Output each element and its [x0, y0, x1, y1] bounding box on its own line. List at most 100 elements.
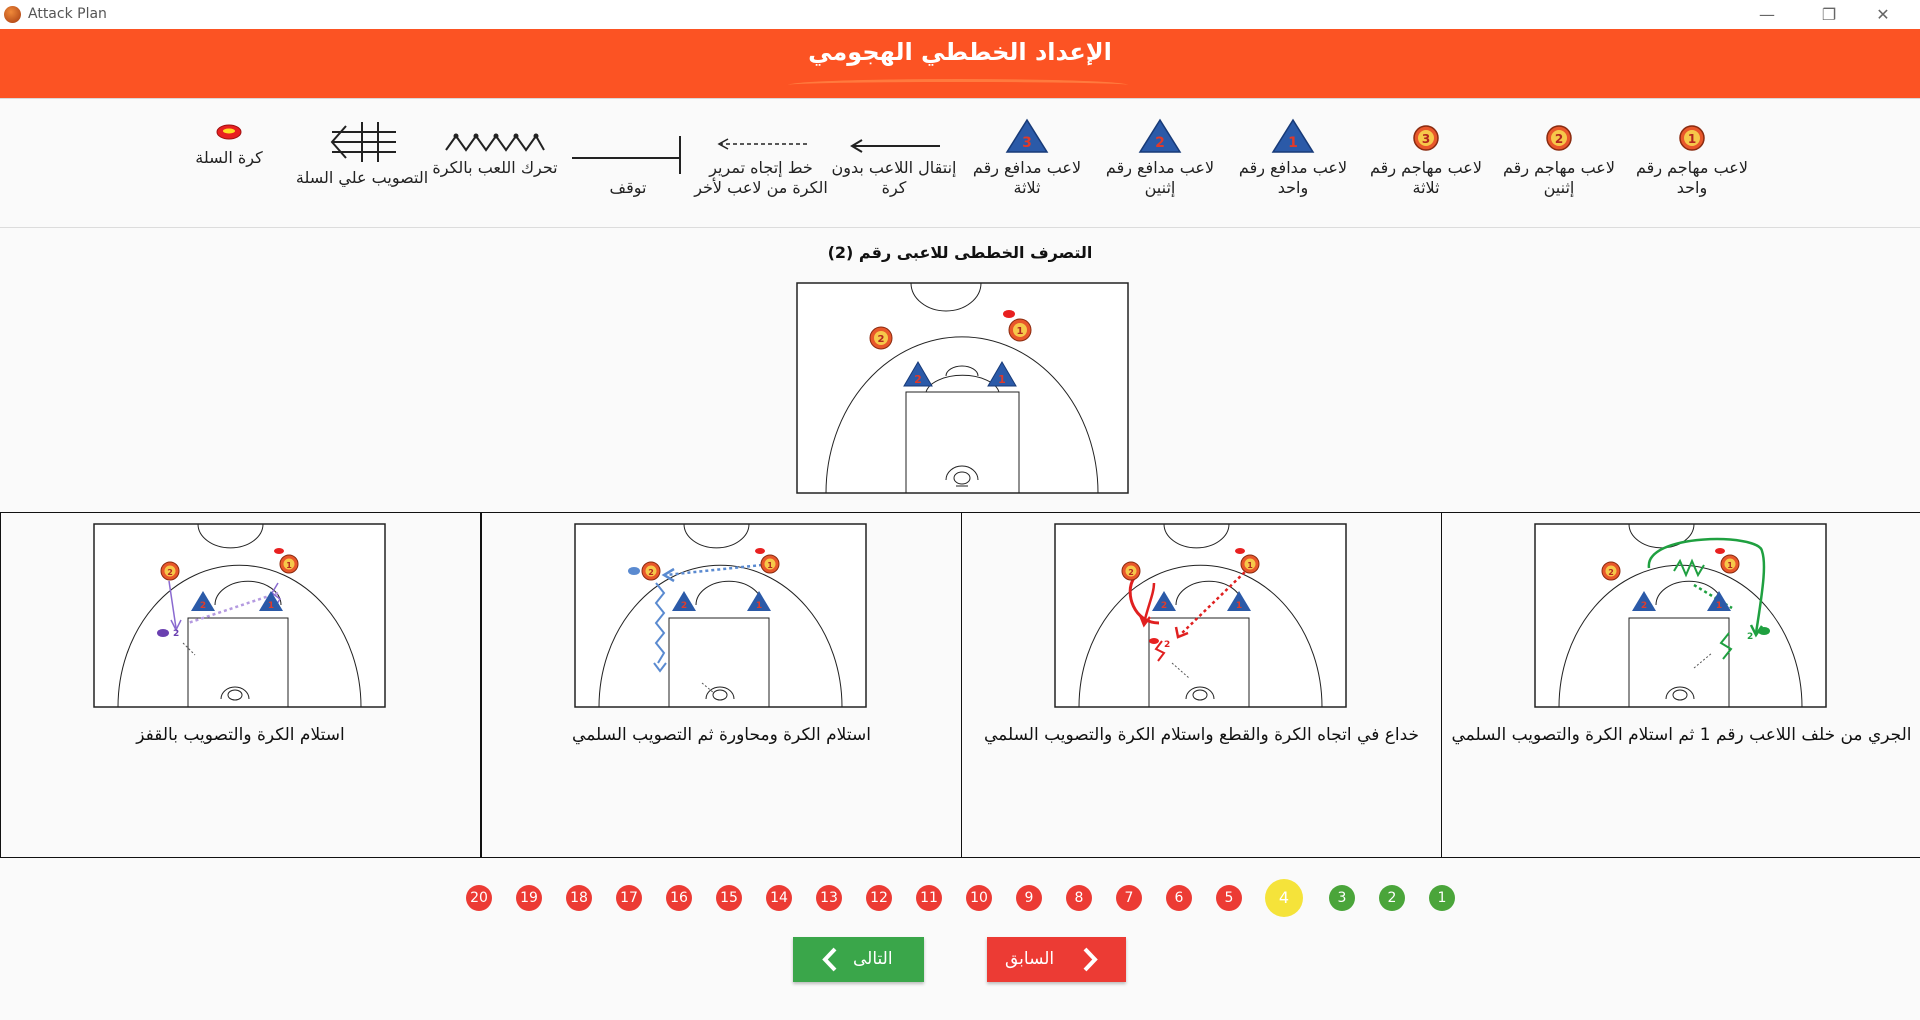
basketball-icon [4, 6, 21, 23]
legend-defender-1: 1 لاعب مدافع رقم واحد [1223, 116, 1363, 198]
defender-2-icon: 2 [1138, 118, 1182, 153]
court-diagram: 2 2 1 2 1 [93, 523, 386, 708]
restore-button[interactable]: ❐ [1821, 5, 1837, 24]
attacker-2-icon: 2 [1546, 125, 1572, 151]
legend-basket-ball: كرة السلة [159, 116, 299, 168]
page-button-9[interactable]: 9 [1016, 885, 1042, 911]
legend-label: لاعب مهاجم رقم إثنين [1503, 158, 1615, 197]
svg-text:2: 2 [1747, 632, 1753, 642]
minimize-button[interactable]: — [1759, 5, 1775, 24]
legend-panel: 1 لاعب مهاجم رقم واحد 2 لاعب مهاجم رقم إ… [0, 100, 1920, 228]
page-button-2[interactable]: 2 [1379, 885, 1405, 911]
next-button[interactable]: التالى [793, 937, 924, 982]
svg-text:2: 2 [167, 568, 173, 577]
scenario-card[interactable]: 2 2 1 2 1 استلام الكرة والتصويب بالقفز [0, 512, 481, 858]
legend-label: لاعب مدافع رقم إثنين [1105, 158, 1215, 197]
main-court-diagram: 2 1 2 1 [796, 282, 1129, 494]
page-button-17[interactable]: 17 [616, 885, 642, 911]
svg-text:2: 2 [878, 334, 885, 345]
page-selector: 20 19 18 17 16 15 14 13 12 11 10 9 8 7 6… [0, 879, 1920, 920]
page-button-19[interactable]: 19 [516, 885, 542, 911]
page-button-13[interactable]: 13 [816, 885, 842, 911]
window-title: Attack Plan [28, 6, 107, 22]
title-underline-decoration [788, 79, 1128, 91]
attacker-1-marker: 1 [1008, 318, 1032, 342]
page-button-10[interactable]: 10 [966, 885, 992, 911]
chevron-left-icon [822, 947, 837, 972]
legend-shoot: التصويب علي السلة [292, 116, 432, 188]
page-button-1[interactable]: 1 [1429, 885, 1455, 911]
scenario-card[interactable]: 2 2 1 2 1 الجري من خلف اللاعب رقم 1 ثم ا… [1441, 512, 1920, 858]
svg-text:2: 2 [1161, 601, 1167, 611]
page-button-12[interactable]: 12 [866, 885, 892, 911]
page-button-16[interactable]: 16 [666, 885, 692, 911]
page-button-3[interactable]: 3 [1329, 885, 1355, 911]
defender-1-marker: 1 [987, 361, 1017, 387]
page-button-11[interactable]: 11 [916, 885, 942, 911]
ball-marker [1003, 310, 1015, 318]
ball-icon [216, 124, 242, 140]
svg-text:1: 1 [1288, 135, 1298, 151]
dashed-arrow-icon [717, 138, 807, 150]
legend-pass-line: خط إتجاه تمرير الكرة من لاعب لأخر [691, 116, 831, 198]
legend-attacker-2: 2 لاعب مهاجم رقم إثنين [1489, 116, 1629, 198]
legend-label: خط إتجاه تمرير الكرة من لاعب لأخر [694, 158, 828, 197]
svg-text:3: 3 [1022, 135, 1032, 151]
svg-text:1: 1 [998, 373, 1006, 386]
dribble-zigzag-icon [445, 133, 545, 152]
court-diagram: 2 2 1 2 1 [1054, 523, 1347, 708]
svg-text:2: 2 [1641, 601, 1647, 611]
chevron-right-icon [1083, 947, 1098, 972]
legend-attacker-3: 3 لاعب مهاجم رقم ثلاثة [1356, 116, 1496, 198]
svg-text:2: 2 [681, 601, 687, 611]
legend-label: تحرك اللعب بالكرة [432, 158, 558, 177]
scenario-card[interactable]: 2 2 1 2 1 خداع في اتجاه الكرة والقطع واس… [961, 512, 1442, 858]
svg-text:1: 1 [1017, 326, 1024, 337]
svg-text:2: 2 [1155, 135, 1165, 151]
svg-text:1: 1 [767, 561, 773, 570]
card-label: الجري من خلف اللاعب رقم 1 ثم استلام الكر… [1451, 725, 1912, 745]
close-button[interactable]: ✕ [1876, 5, 1890, 24]
page-button-20[interactable]: 20 [466, 885, 492, 911]
page-button-8[interactable]: 8 [1066, 885, 1092, 911]
svg-text:1: 1 [1247, 561, 1253, 570]
legend-label: كرة السلة [195, 148, 263, 167]
svg-text:1: 1 [286, 561, 292, 570]
legend-label: التصويب علي السلة [295, 168, 429, 187]
page-button-18[interactable]: 18 [566, 885, 592, 911]
court-diagram: 2 1 2 1 [574, 523, 867, 708]
legend-attacker-1: 1 لاعب مهاجم رقم واحد [1622, 116, 1762, 198]
scenario-card[interactable]: 2 1 2 1 استلام الكرة ومحاورة ثم التصويب … [481, 512, 962, 858]
svg-text:2: 2 [173, 629, 179, 639]
legend-label: لاعب مهاجم رقم ثلاثة [1370, 158, 1482, 197]
legend-label: إنتقال اللاعب بدون كرة [831, 158, 957, 197]
page-button-6[interactable]: 6 [1166, 885, 1192, 911]
court-diagram: 2 2 1 2 1 [1534, 523, 1827, 708]
card-label: خداع في اتجاه الكرة والقطع واستلام الكرة… [983, 725, 1420, 745]
svg-text:1: 1 [1716, 601, 1722, 611]
attacker-2-marker: 2 [869, 326, 893, 350]
previous-label: السابق [1005, 949, 1055, 969]
svg-text:2: 2 [1164, 640, 1170, 650]
legend-defender-2: 2 لاعب مدافع رقم إثنين [1090, 116, 1230, 198]
legend-stop: توقف [558, 116, 698, 198]
page-button-15[interactable]: 15 [716, 885, 742, 911]
legend-label: لاعب مهاجم رقم واحد [1636, 158, 1748, 197]
legend-label: لاعب مدافع رقم واحد [1238, 158, 1348, 197]
attacker-1-icon: 1 [1679, 125, 1705, 151]
section-title: التصرف الخططى للاعبى رقم (2) [827, 243, 1093, 262]
stop-line-icon [572, 136, 681, 174]
svg-text:2: 2 [1555, 132, 1563, 146]
legend-move-no-ball: إنتقال اللاعب بدون كرة [824, 116, 964, 198]
previous-button[interactable]: السابق [987, 937, 1126, 982]
svg-text:1: 1 [1236, 601, 1242, 611]
svg-text:2: 2 [648, 568, 654, 577]
svg-text:1: 1 [1727, 561, 1733, 570]
page-button-7[interactable]: 7 [1116, 885, 1142, 911]
page-button-current[interactable]: 4 [1265, 879, 1303, 917]
defender-3-icon: 3 [1005, 118, 1049, 153]
legend-dribble: تحرك اللعب بالكرة [425, 116, 565, 178]
card-label: استلام الكرة ومحاورة ثم التصويب السلمي [572, 725, 871, 745]
page-button-14[interactable]: 14 [766, 885, 792, 911]
page-button-5[interactable]: 5 [1216, 885, 1242, 911]
